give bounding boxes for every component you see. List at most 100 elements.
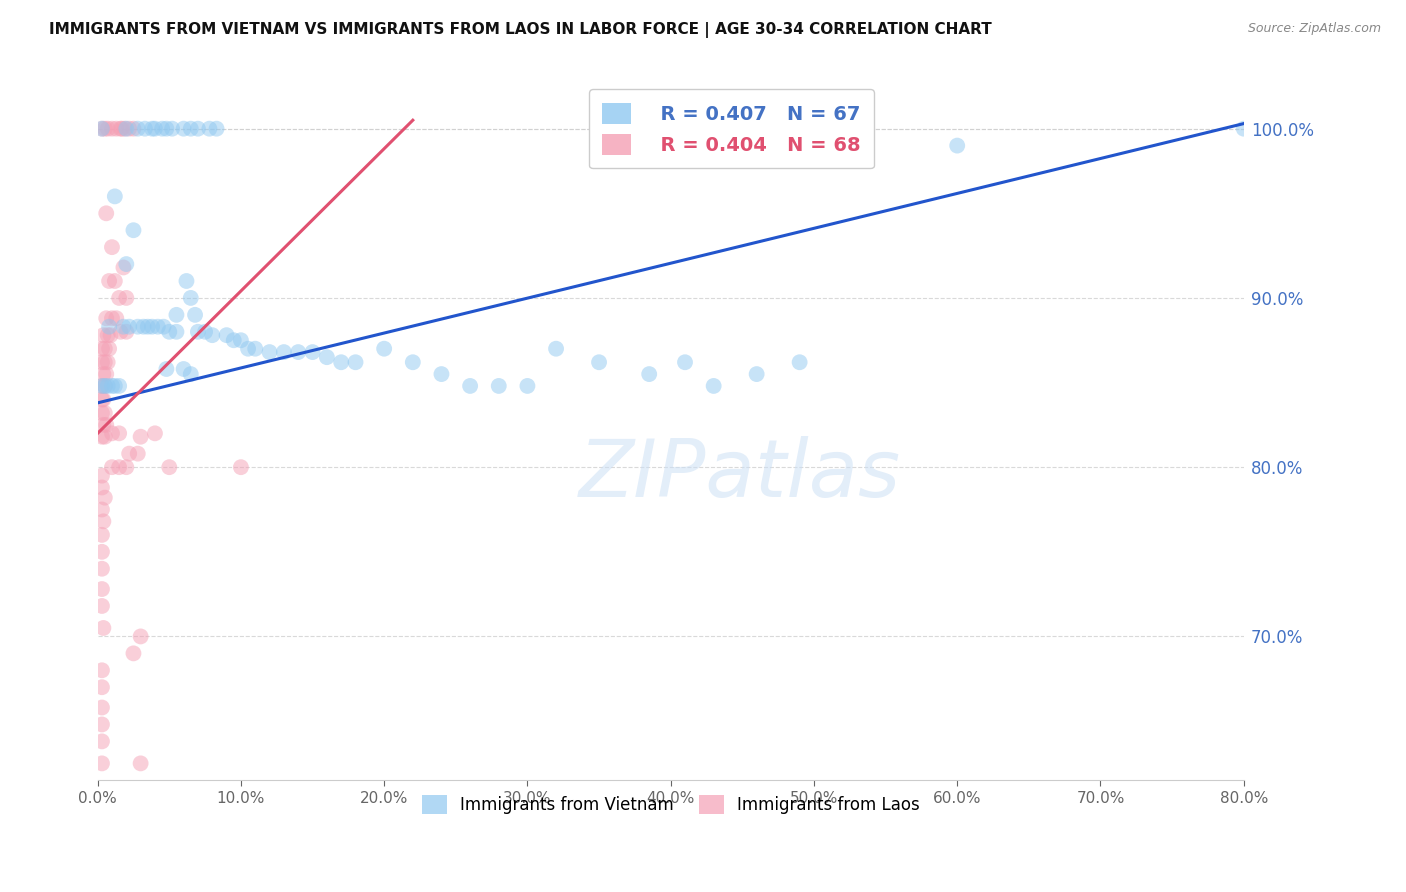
Point — [93, 621, 115, 635]
Point — [315, 350, 337, 364]
Point — [245, 342, 267, 356]
Point — [150, 121, 173, 136]
Point — [108, 291, 131, 305]
Point — [97, 379, 120, 393]
Point — [127, 319, 149, 334]
Point — [129, 430, 152, 444]
Point — [638, 367, 661, 381]
Point — [96, 206, 118, 220]
Point — [789, 355, 811, 369]
Point — [91, 406, 114, 420]
Point — [100, 328, 122, 343]
Point — [94, 406, 117, 420]
Point — [187, 325, 209, 339]
Point — [180, 291, 202, 305]
Text: ZIPatlas: ZIPatlas — [578, 436, 900, 514]
Point — [115, 121, 138, 136]
Point — [91, 582, 114, 596]
Text: Source: ZipAtlas.com: Source: ZipAtlas.com — [1247, 22, 1381, 36]
Point — [588, 355, 610, 369]
Point — [91, 121, 114, 136]
Point — [155, 121, 177, 136]
Point — [110, 121, 132, 136]
Point — [373, 342, 395, 356]
Point — [96, 367, 118, 381]
Point — [229, 460, 252, 475]
Point — [118, 447, 141, 461]
Point — [180, 367, 202, 381]
Point — [93, 328, 115, 343]
Point — [101, 460, 124, 475]
Point — [91, 379, 114, 393]
Point — [94, 342, 117, 356]
Point — [112, 260, 135, 275]
Point — [104, 189, 127, 203]
Point — [287, 345, 309, 359]
Point — [118, 319, 141, 334]
Point — [111, 121, 134, 136]
Point — [215, 328, 238, 343]
Point — [91, 562, 114, 576]
Point — [91, 756, 114, 771]
Point — [122, 223, 145, 237]
Point — [108, 379, 131, 393]
Point — [97, 121, 120, 136]
Legend: Immigrants from Vietnam, Immigrants from Laos: Immigrants from Vietnam, Immigrants from… — [412, 785, 929, 824]
Point — [96, 311, 118, 326]
Point — [94, 379, 117, 393]
Point — [132, 319, 155, 334]
Point — [105, 311, 128, 326]
Point — [108, 426, 131, 441]
Point — [402, 355, 425, 369]
Point — [91, 502, 114, 516]
Point — [94, 355, 117, 369]
Point — [946, 138, 969, 153]
Point — [101, 121, 124, 136]
Point — [516, 379, 538, 393]
Point — [91, 121, 114, 136]
Point — [94, 430, 117, 444]
Point — [160, 121, 183, 136]
Point — [93, 367, 115, 381]
Point — [236, 342, 259, 356]
Point — [330, 355, 353, 369]
Point — [259, 345, 281, 359]
Point — [141, 319, 163, 334]
Point — [546, 342, 568, 356]
Point — [91, 545, 114, 559]
Point — [94, 491, 117, 505]
Point — [118, 121, 141, 136]
Point — [104, 379, 127, 393]
Point — [673, 355, 696, 369]
Point — [155, 362, 177, 376]
Point — [110, 325, 132, 339]
Point — [222, 333, 245, 347]
Point — [458, 379, 481, 393]
Point — [143, 426, 166, 441]
Point — [101, 426, 124, 441]
Point — [122, 121, 145, 136]
Point — [101, 240, 124, 254]
Point — [93, 417, 115, 432]
Point — [115, 460, 138, 475]
Point — [94, 121, 117, 136]
Point — [91, 680, 114, 694]
Point — [180, 121, 202, 136]
Point — [157, 325, 180, 339]
Point — [91, 528, 114, 542]
Point — [98, 319, 121, 334]
Point — [98, 342, 121, 356]
Point — [114, 121, 136, 136]
Point — [91, 430, 114, 444]
Point — [93, 392, 115, 407]
Point — [98, 274, 121, 288]
Point — [97, 328, 120, 343]
Point — [112, 319, 135, 334]
Point — [745, 367, 768, 381]
Point — [136, 319, 159, 334]
Point — [127, 121, 149, 136]
Point — [194, 325, 217, 339]
Point — [91, 468, 114, 483]
Point — [198, 121, 221, 136]
Point — [173, 362, 195, 376]
